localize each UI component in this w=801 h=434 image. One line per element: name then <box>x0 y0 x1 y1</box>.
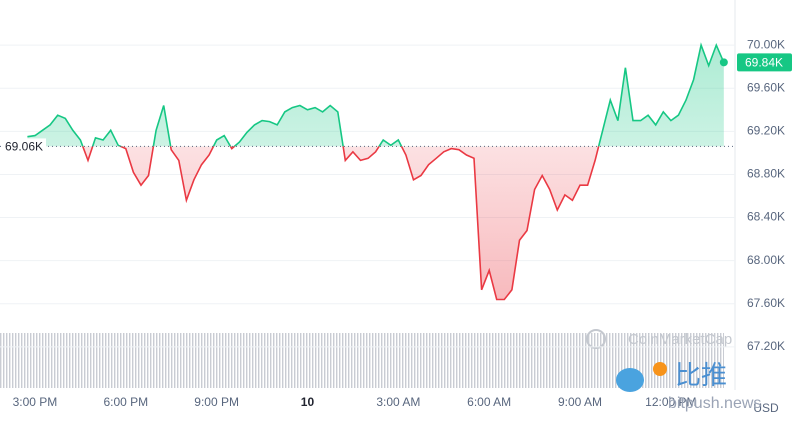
watermark-logo <box>586 329 606 349</box>
y-tick-label: 69.60K <box>747 80 785 94</box>
reference-label-bg <box>2 138 46 155</box>
overlay-brand: 比推 <box>675 360 727 390</box>
y-tick-label: 69.20K <box>747 124 785 138</box>
currency: USD <box>753 401 779 415</box>
watermark: CoinMarketCap <box>628 331 732 348</box>
x-tick-label: 3:00 PM <box>13 395 58 409</box>
y-tick-label: 68.80K <box>747 167 785 181</box>
area-down <box>82 146 599 300</box>
x-tick-label: 6:00 PM <box>103 395 148 409</box>
y-tick-label: 67.20K <box>747 339 785 353</box>
price-line-down <box>81 146 600 301</box>
x-tick-label: 10 <box>301 395 315 409</box>
current-label: 69.84K <box>745 56 783 70</box>
price-line-up <box>27 42 725 147</box>
overlay-bird <box>616 368 644 392</box>
volume-bars <box>0 333 724 388</box>
x-tick-label: 6:00 AM <box>467 395 511 409</box>
overlay: 比推 bitpush.news <box>616 360 761 412</box>
x-tick-label: 3:00 AM <box>376 395 420 409</box>
y-tick-label: 68.40K <box>747 210 785 224</box>
y-tick-label: 68.00K <box>747 253 785 267</box>
current-dot <box>719 58 728 67</box>
overlay-site: bitpush.news <box>668 395 761 412</box>
area-up <box>27 45 724 147</box>
y-tick-label: 67.60K <box>747 296 785 310</box>
overlay-coin <box>653 362 667 376</box>
reference-label: 69.06K <box>5 140 43 154</box>
x-tick-label: 12:00 PM <box>645 395 696 409</box>
y-tick-label: 70.00K <box>747 37 785 51</box>
current-badge <box>737 53 792 72</box>
x-tick-label: 9:00 AM <box>558 395 602 409</box>
x-tick-label: 9:00 PM <box>194 395 239 409</box>
